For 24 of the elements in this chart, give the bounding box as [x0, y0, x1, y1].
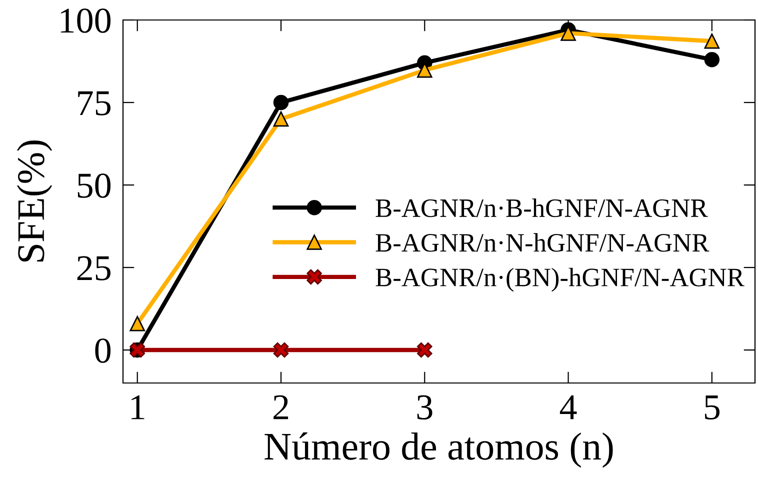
- x-tick-label: 1: [132, 395, 144, 420]
- point: [273, 342, 289, 358]
- y-tick-label: 0: [95, 338, 111, 363]
- point: [273, 111, 289, 127]
- point: [273, 94, 289, 110]
- x-tick-label: 5: [704, 396, 720, 420]
- point: [416, 62, 432, 78]
- point: [704, 52, 720, 68]
- legend-label: B-AGNR/n·(BN)-hGNF/N-AGNR: [376, 268, 744, 292]
- x-axis-title: Número de atomos (n): [264, 432, 613, 468]
- point: [130, 316, 146, 332]
- y-tick-label: 50: [78, 174, 111, 198]
- point: [416, 342, 432, 358]
- y-tick-label: 100: [60, 8, 111, 33]
- y-tick-label: 75: [78, 91, 110, 116]
- point: [704, 33, 720, 49]
- legend-label: B-AGNR/n·N-hGNF/N-AGNR: [376, 233, 710, 252]
- x-tick-label: 3: [417, 395, 432, 420]
- x-tick-label: 4: [560, 395, 577, 420]
- point: [560, 26, 576, 41]
- legend-label: B-AGNR/n·B-hGNF/N-AGNR: [376, 198, 708, 218]
- x-tick-label: 2: [274, 395, 288, 420]
- y-tick-label: 25: [77, 256, 110, 280]
- y-axis-title: SFE(%): [16, 140, 52, 262]
